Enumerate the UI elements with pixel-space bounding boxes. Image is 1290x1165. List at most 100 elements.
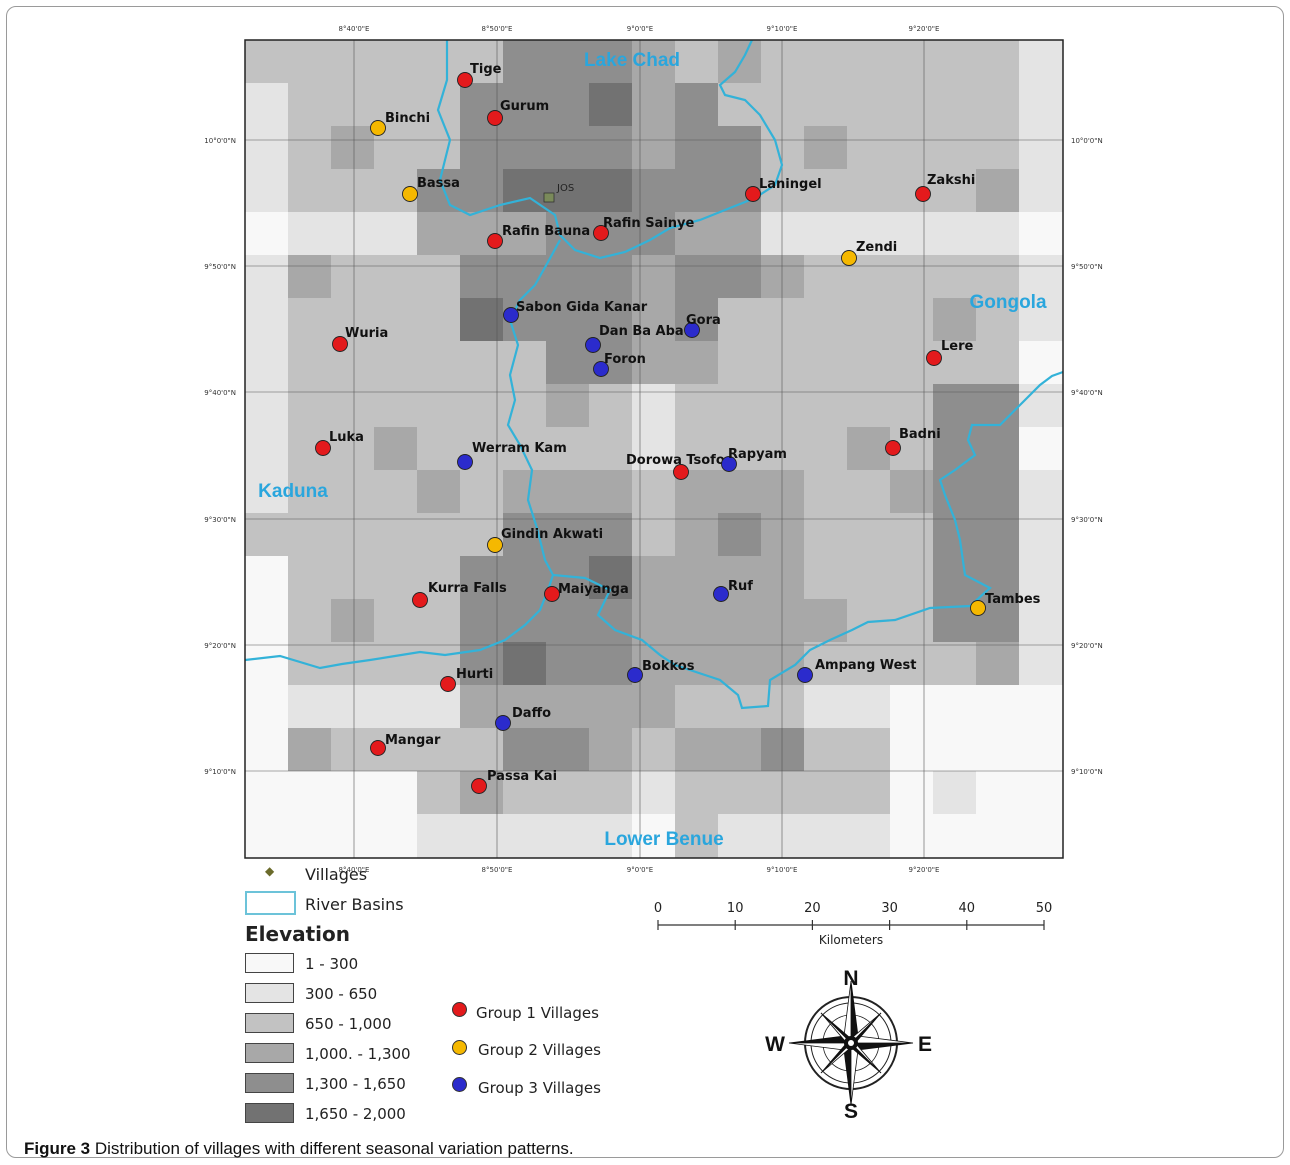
legend-river-basin-swatch — [245, 891, 296, 915]
figure-caption-label: Figure 3 — [24, 1139, 91, 1158]
scale-tick-label: 0 — [654, 901, 662, 916]
left-lat-label: 10°0'0"N — [204, 137, 236, 145]
village-label-gora: Gora — [686, 313, 721, 328]
lake-chad-label: Lake Chad — [584, 50, 680, 71]
scale-tick-label: 20 — [804, 901, 821, 916]
village-label-dorowa-tsofo: Dorowa Tsofo — [626, 453, 725, 468]
top-lon-label: 9°10'0"E — [767, 25, 798, 33]
scale-tick-label: 30 — [881, 901, 898, 916]
village-marker-rafin-bauna — [487, 233, 503, 249]
village-label-rapyam: Rapyam — [728, 447, 787, 462]
elevation-swatch-3 — [245, 1013, 294, 1033]
legend-group3-label: Group 3 Villages — [478, 1079, 601, 1097]
elevation-class-2: 300 - 650 — [305, 985, 378, 1003]
elevation-class-6: 1,650 - 2,000 — [305, 1105, 406, 1123]
bottom-lon-label: 9°10'0"E — [767, 866, 798, 874]
village-marker-hurti — [440, 676, 456, 692]
elevation-raster — [245, 40, 1063, 858]
bottom-lon-label: 8°40'0"E — [339, 866, 370, 874]
village-label-laningel: Laningel — [759, 177, 822, 192]
village-label-wuria: Wuria — [345, 326, 388, 341]
left-lat-label: 9°50'0"N — [204, 263, 236, 271]
legend-group2-dot — [452, 1040, 467, 1055]
elevation-class-4: 1,000. - 1,300 — [305, 1045, 411, 1063]
village-marker-dan-ba-aba — [585, 337, 601, 353]
scale-tick-label: 10 — [727, 901, 744, 916]
village-label-rafin-sainye: Rafin Sainye — [603, 216, 695, 231]
right-lat-label: 9°50'0"N — [1071, 263, 1103, 271]
figure-frame — [6, 6, 1284, 1158]
village-label-passa-kai: Passa Kai — [487, 769, 557, 784]
left-lat-label: 9°40'0"N — [204, 389, 236, 397]
kaduna-label: Kaduna — [258, 481, 328, 502]
village-marker-kurra-falls — [412, 592, 428, 608]
village-marker-lere — [926, 350, 942, 366]
village-marker-binchi — [370, 120, 386, 136]
top-lon-label: 9°0'0"E — [627, 25, 653, 33]
village-marker-gora — [684, 322, 700, 338]
elevation-class-5: 1,300 - 1,650 — [305, 1075, 406, 1093]
right-lat-label: 10°0'0"N — [1071, 137, 1103, 145]
basin-labels: Lake Chad Gongola Kaduna Lower Benue — [258, 50, 1047, 850]
village-label-werram-kam: Werram Kam — [472, 441, 567, 456]
scale-bar: 0 10 20 30 40 50 Kilometers — [654, 901, 1052, 947]
village-label-mangar: Mangar — [385, 733, 441, 748]
map-figure: 8°40'0"E 8°40'0"E 8°50'0"E 8°50'0"E 9°0'0"E 9… — [204, 25, 1103, 1123]
compass-n-label: N — [843, 967, 858, 990]
left-lat-label: 9°20'0"N — [204, 642, 236, 650]
village-marker-bokkos — [627, 667, 643, 683]
village-label-luka: Luka — [329, 430, 364, 445]
village-marker-mangar — [370, 740, 386, 756]
village-marker-tambes — [970, 600, 986, 616]
elevation-swatch-5 — [245, 1073, 294, 1093]
left-lat-label: 9°30'0"N — [204, 516, 236, 524]
elevation-swatch-4 — [245, 1043, 294, 1063]
village-marker-dorowa-tsofo — [673, 464, 689, 480]
legend-group1-label: Group 1 Villages — [476, 1004, 599, 1022]
elevation-swatch-6 — [245, 1103, 294, 1123]
top-lon-label: 8°50'0"E — [482, 25, 513, 33]
figure-caption: Figure 3 Distribution of villages with d… — [24, 1139, 574, 1159]
village-label-maiyanga: Maiyanga — [558, 582, 629, 597]
village-label-binchi: Binchi — [385, 111, 430, 126]
village-label-hurti: Hurti — [456, 667, 493, 682]
village-marker-ruf — [713, 586, 729, 602]
village-marker-sabon-gida-kanar — [503, 307, 519, 323]
elevation-swatch-1 — [245, 953, 294, 973]
bottom-lon-label: 8°50'0"E — [482, 866, 513, 874]
village-label-gurum: Gurum — [500, 99, 549, 114]
village-marker-badni — [885, 440, 901, 456]
legend-group2-label: Group 2 Villages — [478, 1041, 601, 1059]
elevation-class-3: 650 - 1,000 — [305, 1015, 392, 1033]
village-marker-maiyanga — [544, 586, 560, 602]
legend-elevation-title: Elevation — [245, 922, 351, 946]
village-label-bokkos: Bokkos — [642, 659, 695, 674]
village-label-tambes: Tambes — [985, 592, 1041, 607]
top-lon-label: 8°40'0"E — [339, 25, 370, 33]
map-border — [244, 39, 1064, 859]
village-marker-luka — [315, 440, 331, 456]
river-basin-boundaries — [245, 40, 1063, 710]
legend-group1-dot — [452, 1002, 467, 1017]
village-marker-ampang-west — [797, 667, 813, 683]
village-label-ruf: Ruf — [728, 579, 753, 594]
village-marker-gindin-akwati — [487, 537, 503, 553]
elevation-swatch-2 — [245, 983, 294, 1003]
village-marker-bassa — [402, 186, 418, 202]
bottom-lon-label: 9°20'0"E — [909, 866, 940, 874]
village-marker-daffo — [495, 715, 511, 731]
graticule — [245, 40, 1063, 858]
elevation-class-1: 1 - 300 — [305, 955, 359, 973]
scale-tick-label: 50 — [1036, 901, 1053, 916]
village-marker-rafin-sainye — [593, 225, 609, 241]
village-marker-passa-kai — [471, 778, 487, 794]
village-label-zendi: Zendi — [856, 240, 897, 255]
right-lat-label: 9°20'0"N — [1071, 642, 1103, 650]
compass-w-label: W — [765, 1033, 785, 1056]
village-label-ampang-west: Ampang West — [815, 658, 916, 673]
village-label-badni: Badni — [899, 427, 941, 442]
village-label-daffo: Daffo — [512, 706, 551, 721]
village-marker-werram-kam — [457, 454, 473, 470]
gongola-label: Gongola — [969, 292, 1046, 313]
village-marker-foron — [593, 361, 609, 377]
